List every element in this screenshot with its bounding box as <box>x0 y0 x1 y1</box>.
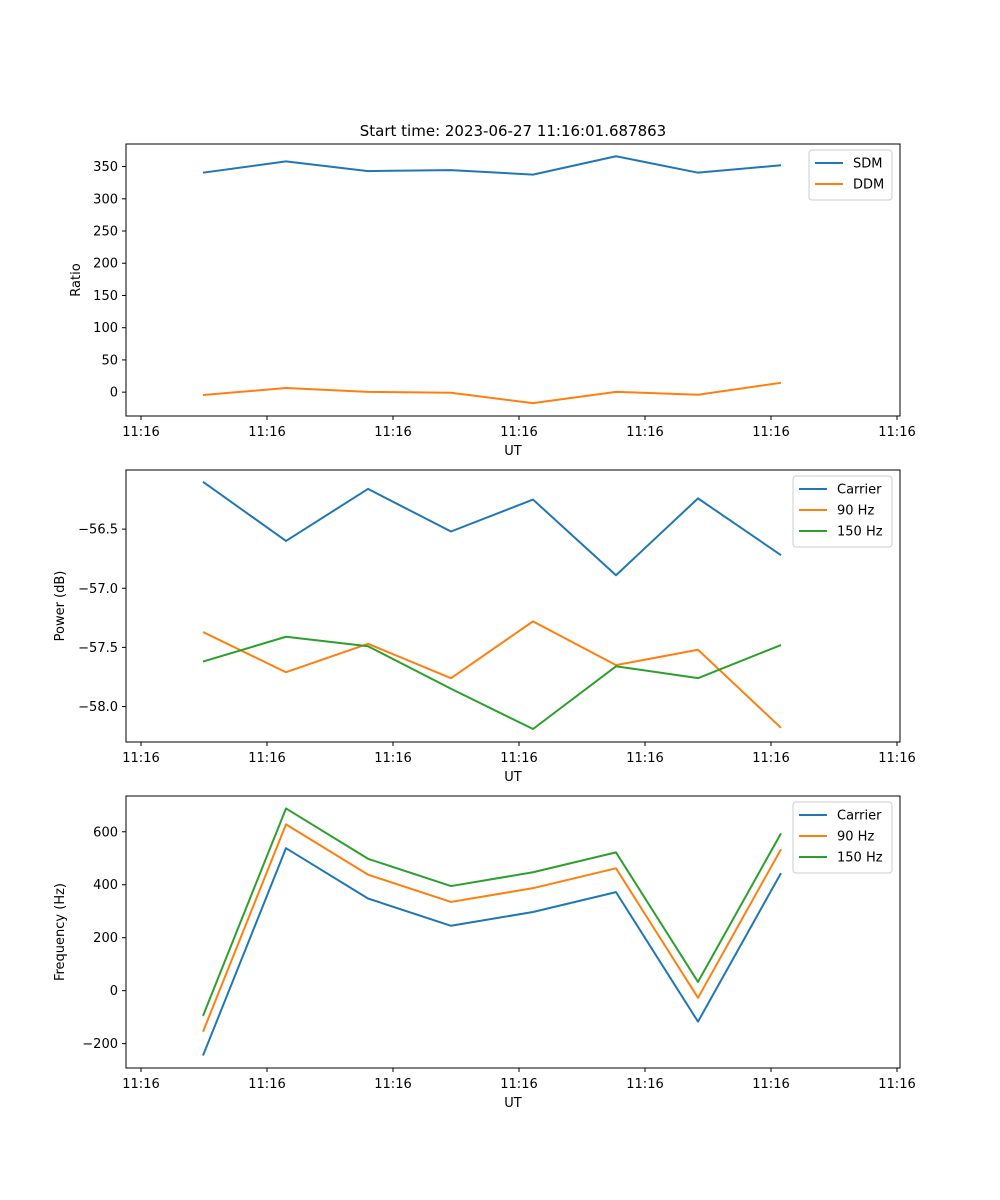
x-tick-label: 11:16 <box>878 1077 915 1092</box>
y-tick-label: −57.5 <box>78 641 118 656</box>
y-tick-label: 0 <box>110 984 118 999</box>
x-tick-label: 11:16 <box>248 751 285 766</box>
y-tick-label: 0 <box>110 386 118 401</box>
y-tick-label: 350 <box>93 160 118 175</box>
y-tick-label: 200 <box>93 257 118 272</box>
legend: Carrier 90 Hz 150 Hz <box>792 801 893 874</box>
x-axis-label: UT <box>504 444 522 459</box>
series-line-90-hz <box>202 620 782 729</box>
plot-frame <box>125 469 901 743</box>
x-tick-label: 11:16 <box>626 425 663 440</box>
legend-label-ddm: DDM <box>853 178 884 193</box>
x-tick-label: 11:16 <box>500 425 537 440</box>
legend-label-sdm: SDM <box>853 157 882 172</box>
plot-frame <box>125 795 901 1069</box>
x-tick-label: 11:16 <box>500 1077 537 1092</box>
legend-label-90-hz: 90 Hz <box>837 504 874 519</box>
y-tick-label: 250 <box>93 225 118 240</box>
y-tick-label: 600 <box>93 825 118 840</box>
series-line-carrier <box>202 481 782 577</box>
y-axis-label: Power (dB) <box>53 571 68 642</box>
y-axis-label: Ratio <box>69 263 84 296</box>
frequency-panel: 11:16 11:16 11:16 11:16 11:16 11:16 11:16 UT −20… <box>53 795 916 1111</box>
legend-label-carrier: Carrier <box>837 809 882 824</box>
series-line-150-hz <box>202 807 782 1017</box>
y-tick-label: −57.0 <box>78 582 118 597</box>
x-tick-label: 11:16 <box>878 751 915 766</box>
legend-label-150-hz: 150 Hz <box>837 525 883 540</box>
legend: SDM DDM <box>808 149 893 201</box>
x-tick-label: 11:16 <box>122 1077 159 1092</box>
x-tick-label: 11:16 <box>626 751 663 766</box>
y-tick-label: 200 <box>93 931 118 946</box>
series-line-sdm <box>202 155 782 176</box>
y-tick-label: 100 <box>93 321 118 336</box>
x-tick-label: 11:16 <box>500 751 537 766</box>
x-tick-label: 11:16 <box>248 425 285 440</box>
legend-box <box>792 801 893 874</box>
series-line-90-hz <box>202 823 782 1033</box>
x-tick-label: 11:16 <box>752 751 789 766</box>
legend-label-90-hz: 90 Hz <box>837 830 874 845</box>
x-tick-label: 11:16 <box>878 425 915 440</box>
x-axis-label: UT <box>504 1096 522 1111</box>
ratio-panel: 11:16 11:16 11:16 11:16 11:16 11:16 11:16 UT 0 50… <box>69 143 916 459</box>
y-tick-label: −58.0 <box>78 700 118 715</box>
legend: Carrier 90 Hz 150 Hz <box>792 475 893 548</box>
y-tick-label: 50 <box>101 353 118 368</box>
figure-title: Start time: 2023-06-27 11:16:01.687863 <box>360 122 666 140</box>
y-tick-label: 400 <box>93 878 118 893</box>
power-panel: 11:16 11:16 11:16 11:16 11:16 11:16 11:16 UT −58… <box>53 469 916 785</box>
series-line-ddm <box>202 381 782 405</box>
x-tick-label: 11:16 <box>374 425 411 440</box>
x-tick-label: 11:16 <box>248 1077 285 1092</box>
legend-label-carrier: Carrier <box>837 483 882 498</box>
y-tick-label: 300 <box>93 192 118 207</box>
legend-label-150-hz: 150 Hz <box>837 851 883 866</box>
series-line-carrier <box>202 847 782 1056</box>
x-tick-label: 11:16 <box>752 1077 789 1092</box>
y-tick-label: −56.5 <box>78 523 118 538</box>
plot-frame <box>125 143 901 417</box>
x-tick-label: 11:16 <box>374 1077 411 1092</box>
x-tick-label: 11:16 <box>626 1077 663 1092</box>
series-line-150-hz <box>202 635 782 730</box>
legend-box <box>792 475 893 548</box>
y-axis-label: Frequency (Hz) <box>53 883 68 981</box>
x-axis-label: UT <box>504 770 522 785</box>
y-tick-label: 150 <box>93 289 118 304</box>
x-tick-label: 11:16 <box>752 425 789 440</box>
x-tick-label: 11:16 <box>122 425 159 440</box>
x-tick-label: 11:16 <box>374 751 411 766</box>
y-tick-label: −200 <box>82 1037 118 1052</box>
x-tick-label: 11:16 <box>122 751 159 766</box>
